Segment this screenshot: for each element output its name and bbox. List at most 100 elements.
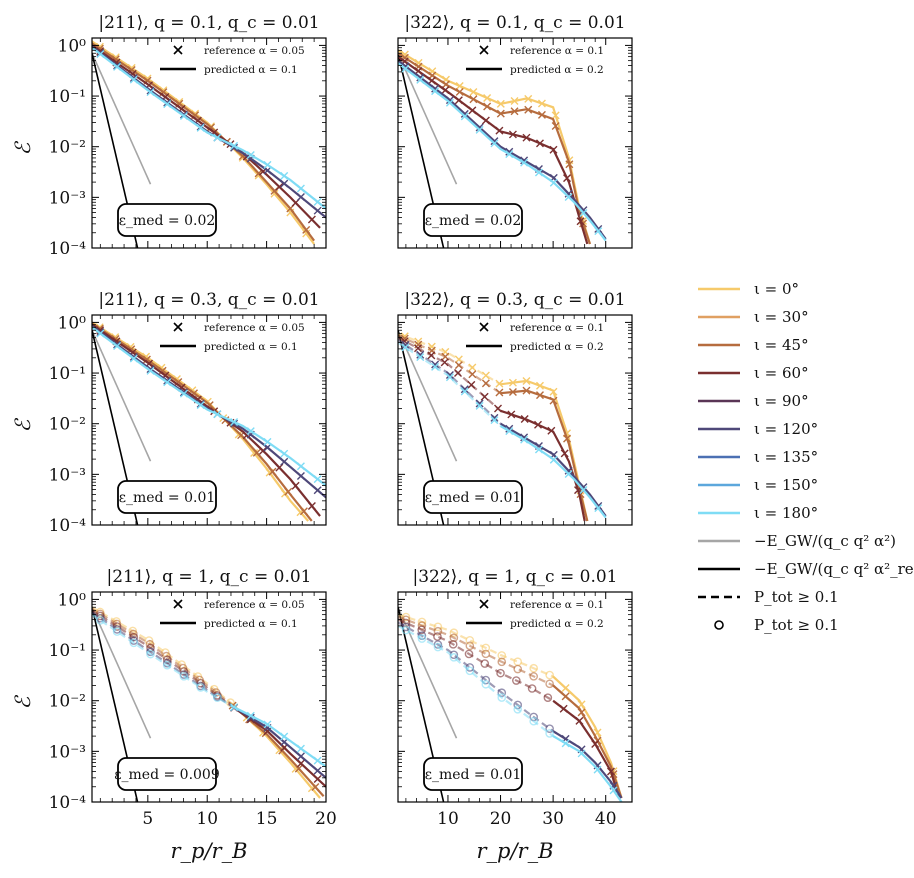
marker-cross	[563, 174, 572, 183]
marker-circle	[448, 640, 458, 649]
marker-cross	[416, 350, 425, 359]
marker-circle	[465, 666, 475, 676]
series-line-0	[230, 702, 321, 799]
marker-cross	[520, 414, 529, 423]
marker-cross	[416, 73, 425, 82]
marker-cross	[577, 749, 586, 758]
marker-cross	[468, 363, 477, 372]
marker-cross	[96, 50, 105, 59]
marker-cross	[560, 449, 569, 458]
marker-cross	[534, 420, 543, 429]
legend-label: ι = 135°	[754, 448, 818, 466]
marker-cross	[234, 430, 243, 439]
legend-label: P_tot ≥ 0.1	[754, 588, 839, 606]
marker-circle	[417, 625, 426, 635]
x-tick-label: 10	[437, 809, 459, 829]
marker-cross	[441, 86, 450, 95]
marker-circle	[543, 693, 553, 702]
marker-cross	[508, 387, 517, 396]
axes-frame	[397, 37, 633, 249]
marker-cross	[431, 87, 440, 96]
marker-cross	[284, 487, 293, 496]
predicted-label: predicted α = 0.1	[204, 618, 298, 630]
y-tick-label: 10⁻³	[49, 742, 86, 762]
y-tick-label: 10⁻¹	[49, 641, 86, 661]
marker-circle	[497, 651, 507, 660]
marker-cross	[296, 744, 305, 753]
marker-cross	[551, 111, 560, 120]
legend-entry: −E_GW/(q_c q² α²)	[698, 532, 896, 550]
gw-curve-alpha-ref	[92, 53, 139, 248]
gw-curve-alpha-ref	[398, 330, 445, 525]
marker-cross	[535, 391, 544, 400]
marker-cross	[440, 358, 449, 367]
marker-cross	[481, 379, 490, 388]
marker-cross	[311, 783, 320, 792]
marker-cross	[579, 208, 588, 217]
marker-cross	[564, 192, 573, 201]
marker-cross	[564, 469, 573, 478]
y-tick-label: 10⁻¹	[49, 364, 86, 384]
x-tick-label: 5	[142, 809, 153, 829]
marker-circle	[449, 653, 459, 662]
marker-cross	[579, 485, 588, 494]
marker-cross	[496, 109, 505, 118]
marker-cross	[401, 62, 410, 71]
marker-cross	[250, 449, 259, 458]
marker-cross	[565, 160, 574, 169]
marker-cross	[593, 765, 602, 774]
marker-circle	[545, 724, 554, 733]
marker-cross	[594, 227, 603, 236]
marker-circle	[464, 649, 474, 659]
y-tick-label: 10⁻³	[49, 188, 86, 208]
legend-label: ι = 0°	[754, 280, 799, 298]
marker-cross	[129, 354, 138, 363]
epsilon-box	[423, 203, 523, 237]
marker-cross	[535, 139, 544, 148]
marker-cross	[230, 703, 239, 712]
marker-cross	[280, 449, 289, 458]
marker-cross	[142, 355, 151, 364]
marker-cross	[414, 337, 423, 346]
marker-cross	[534, 445, 543, 454]
marker-cross	[524, 105, 533, 114]
marker-circle	[529, 672, 538, 681]
marker-cross	[520, 158, 529, 167]
marker-cross	[579, 206, 588, 215]
marker-cross	[313, 756, 322, 765]
predicted-label: predicted α = 0.1	[204, 341, 298, 353]
marker-cross	[146, 366, 155, 375]
series-dashed-0	[92, 606, 268, 737]
marker-cross	[163, 100, 172, 109]
marker-cross	[296, 193, 305, 202]
marker-cross	[495, 388, 504, 397]
marker-cross	[460, 112, 469, 121]
marker-cross	[280, 457, 289, 466]
series-dashed-3	[398, 621, 580, 749]
marker-cross	[483, 94, 492, 102]
marker-cross	[313, 206, 322, 215]
marker-cross	[563, 434, 572, 443]
marker-cross	[475, 401, 484, 410]
marker-cross	[213, 410, 222, 419]
marker-cross	[263, 437, 272, 446]
marker-cross	[575, 716, 584, 725]
reference-marker-icon	[479, 45, 489, 55]
x-tick-label: 20	[315, 809, 337, 829]
epsilon-box	[423, 757, 523, 791]
y-axis-label: ℰ	[11, 417, 35, 432]
marker-cross	[454, 361, 463, 370]
legend-entry: ι = 0°	[698, 280, 799, 298]
legend-label: −E_GW/(q_c q² α²)	[754, 532, 896, 550]
plot-area	[398, 329, 607, 525]
marker-circle	[146, 649, 155, 659]
marker-cross	[246, 427, 255, 436]
gw-curve-alpha	[92, 606, 152, 739]
marker-cross	[510, 96, 519, 105]
marker-cross	[505, 424, 514, 433]
marker-cross	[549, 455, 558, 464]
marker-cross	[495, 379, 504, 388]
marker-circle	[545, 670, 554, 680]
y-tick-label: 10⁰	[58, 36, 87, 56]
marker-cross	[579, 483, 588, 492]
